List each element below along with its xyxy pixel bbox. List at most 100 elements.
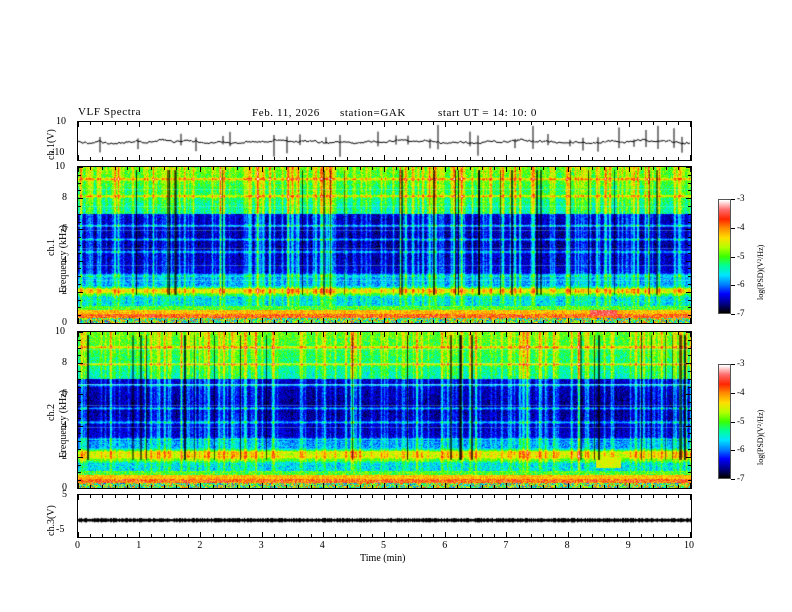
- ch2-spectrogram-canvas: [78, 332, 691, 488]
- axis-tick-mark: [531, 332, 532, 335]
- axis-tick-mark: [360, 167, 361, 170]
- axis-tick-mark: [213, 534, 214, 537]
- axis-tick-mark: [78, 472, 81, 473]
- axis-tick-mark: [531, 320, 532, 323]
- axis-tick-mark: [237, 485, 238, 488]
- axis-tick-mark: [408, 495, 409, 498]
- axis-tick-mark: [494, 534, 495, 537]
- axis-tick-mark: [604, 320, 605, 323]
- axis-tick-mark: [568, 532, 569, 537]
- axis-tick-mark: [445, 318, 446, 323]
- axis-tick-mark: [688, 472, 691, 473]
- axis-tick-mark: [311, 495, 312, 498]
- x-tick-label: 5: [381, 540, 386, 551]
- x-tick-label: 2: [197, 540, 203, 551]
- axis-tick-mark: [445, 495, 446, 500]
- axis-tick-mark: [78, 387, 81, 388]
- axis-tick-mark: [384, 155, 385, 160]
- axis-tick-mark: [686, 394, 691, 395]
- axis-tick-mark: [102, 495, 103, 498]
- axis-tick-mark: [688, 253, 691, 254]
- axis-tick-mark: [90, 495, 91, 498]
- axis-tick-mark: [506, 332, 507, 337]
- axis-tick-mark: [335, 485, 336, 488]
- axis-tick-mark: [151, 495, 152, 498]
- axis-tick-mark: [384, 495, 385, 500]
- axis-tick-mark: [421, 534, 422, 537]
- axis-tick-mark: [543, 167, 544, 170]
- axis-tick-mark: [470, 167, 471, 170]
- axis-tick-mark: [555, 122, 556, 125]
- axis-tick-mark: [506, 495, 507, 500]
- axis-tick-mark: [666, 534, 667, 537]
- axis-tick-mark: [188, 485, 189, 488]
- axis-tick-mark: [519, 320, 520, 323]
- axis-tick-mark: [688, 315, 691, 316]
- axis-tick-mark: [568, 483, 569, 488]
- colorbar-tick-label: -7: [737, 473, 745, 483]
- axis-tick-mark: [457, 534, 458, 537]
- axis-tick-mark: [688, 183, 691, 184]
- observation-date: Feb. 11, 2026: [252, 107, 320, 119]
- ch2-colorbar: [718, 364, 731, 479]
- axis-tick-mark: [519, 122, 520, 125]
- axis-tick-mark: [213, 122, 214, 125]
- axis-tick-mark: [592, 167, 593, 170]
- axis-tick-mark: [617, 167, 618, 170]
- axis-tick-mark: [286, 534, 287, 537]
- axis-tick-mark: [421, 167, 422, 170]
- axis-tick-mark: [531, 495, 532, 498]
- x-tick-label: 1: [136, 540, 142, 551]
- axis-tick-mark: [360, 320, 361, 323]
- axis-tick-mark: [457, 495, 458, 498]
- axis-tick-mark: [653, 534, 654, 537]
- axis-tick-mark: [151, 157, 152, 160]
- axis-tick-mark: [372, 167, 373, 170]
- axis-tick-mark: [127, 320, 128, 323]
- axis-tick-mark: [360, 122, 361, 125]
- axis-tick-mark: [78, 348, 81, 349]
- axis-tick-mark: [396, 167, 397, 170]
- axis-tick-mark: [115, 534, 116, 537]
- axis-tick-mark: [688, 379, 691, 380]
- axis-tick-mark: [543, 485, 544, 488]
- axis-tick-mark: [78, 371, 81, 372]
- axis-tick-mark: [666, 122, 667, 125]
- axis-tick-mark: [555, 332, 556, 335]
- axis-tick-mark: [249, 534, 250, 537]
- axis-tick-mark: [249, 122, 250, 125]
- axis-tick-mark: [176, 320, 177, 323]
- axis-tick-mark: [445, 155, 446, 160]
- axis-tick-mark: [686, 198, 691, 199]
- axis-tick-mark: [543, 495, 544, 498]
- ch1-spec-ytick-2: 2: [62, 286, 67, 297]
- axis-tick-mark: [641, 485, 642, 488]
- axis-tick-mark: [78, 268, 81, 269]
- axis-tick-mark: [78, 449, 81, 450]
- ch1-spec-ytick-0: 0: [62, 317, 67, 328]
- axis-tick-mark: [90, 534, 91, 537]
- axis-tick-mark: [506, 483, 507, 488]
- axis-tick-mark: [139, 332, 140, 337]
- axis-tick-mark: [151, 332, 152, 335]
- axis-tick-mark: [688, 480, 691, 481]
- axis-tick-mark: [408, 167, 409, 170]
- axis-tick-mark: [482, 157, 483, 160]
- axis-tick-mark: [188, 320, 189, 323]
- x-tick-label: 4: [319, 540, 325, 551]
- axis-tick-mark: [543, 157, 544, 160]
- axis-tick-mark: [568, 495, 569, 500]
- axis-tick-mark: [688, 433, 691, 434]
- ch1-ytick-neg: -10: [51, 147, 65, 158]
- axis-tick-mark: [237, 320, 238, 323]
- axis-tick-mark: [372, 485, 373, 488]
- axis-tick-mark: [688, 449, 691, 450]
- axis-tick-mark: [568, 155, 569, 160]
- ch1-colorbar: [718, 199, 731, 314]
- axis-tick-mark: [225, 157, 226, 160]
- axis-tick-mark: [78, 284, 81, 285]
- axis-tick-mark: [592, 320, 593, 323]
- axis-tick-mark: [151, 534, 152, 537]
- axis-tick-mark: [678, 332, 679, 335]
- axis-tick-mark: [78, 237, 81, 238]
